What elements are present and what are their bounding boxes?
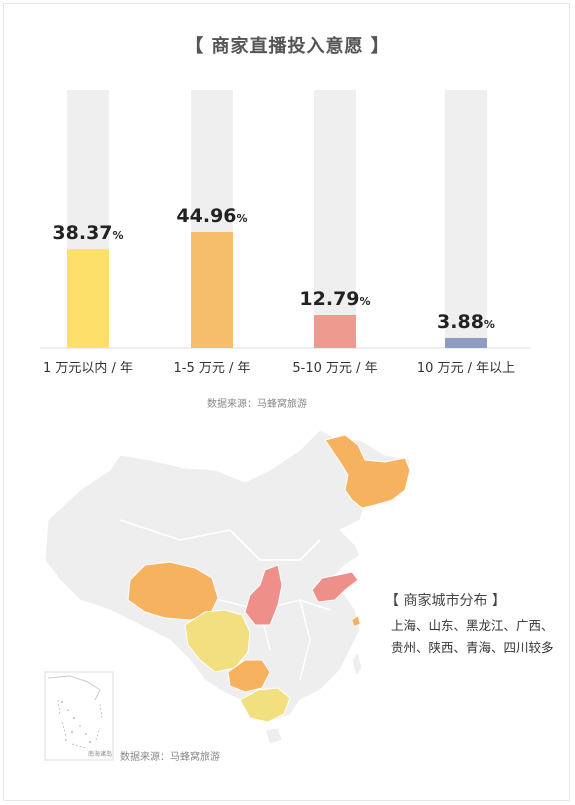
map-base [44,429,411,721]
category-label: 10 万元 / 年以上 [417,361,515,376]
bar-track [445,90,487,348]
chart-title: 【 商家直播投入意愿 】 [185,36,390,57]
bar-track [314,90,356,348]
data-label: 3.88% [437,311,495,333]
bar [191,232,233,348]
region-hainan [264,727,283,745]
region-shaanxi [244,564,283,626]
inset-islands [60,700,92,744]
bar [445,337,487,348]
region-shandong [311,571,359,603]
region-guizhou [227,659,271,693]
south-sea-inset [44,671,114,761]
region-heilongjiang [324,434,411,509]
region-guangxi [239,687,291,723]
category-label: 5-10 万元 / 年 [292,361,377,376]
category-label: 1-5 万元 / 年 [173,361,250,376]
map-legend-line1: 上海、山东、黑龙江、广西、 [391,618,554,633]
bar [314,315,356,348]
inset-label: 南海诸岛 [88,750,112,758]
province-lines [119,519,331,681]
page-frame [3,3,570,801]
region-taiwan [351,650,363,678]
region-shanghai [351,615,361,627]
map-legend-title: 【 商家城市分布 】 [385,593,506,609]
region-qinghai [127,561,219,621]
map-source: 数据来源：马蜂窝旅游 [120,752,220,763]
map-legend-line2: 贵州、陕西、青海、四川较多 [391,640,554,655]
inset-coast [47,675,101,701]
chart-source: 数据来源：马蜂窝旅游 [207,399,307,410]
data-label: 12.79% [299,288,370,310]
region-sichuan [184,609,251,673]
category-label: 1 万元以内 / 年 [43,360,133,376]
bar-chart: 38.37% 1 万元以内 / 年 44.96% 1-5 万元 / 年 12.79% 5-… [40,90,530,376]
bar [67,249,109,348]
data-label: 44.96% [176,205,247,227]
data-label: 38.37% [52,222,123,244]
